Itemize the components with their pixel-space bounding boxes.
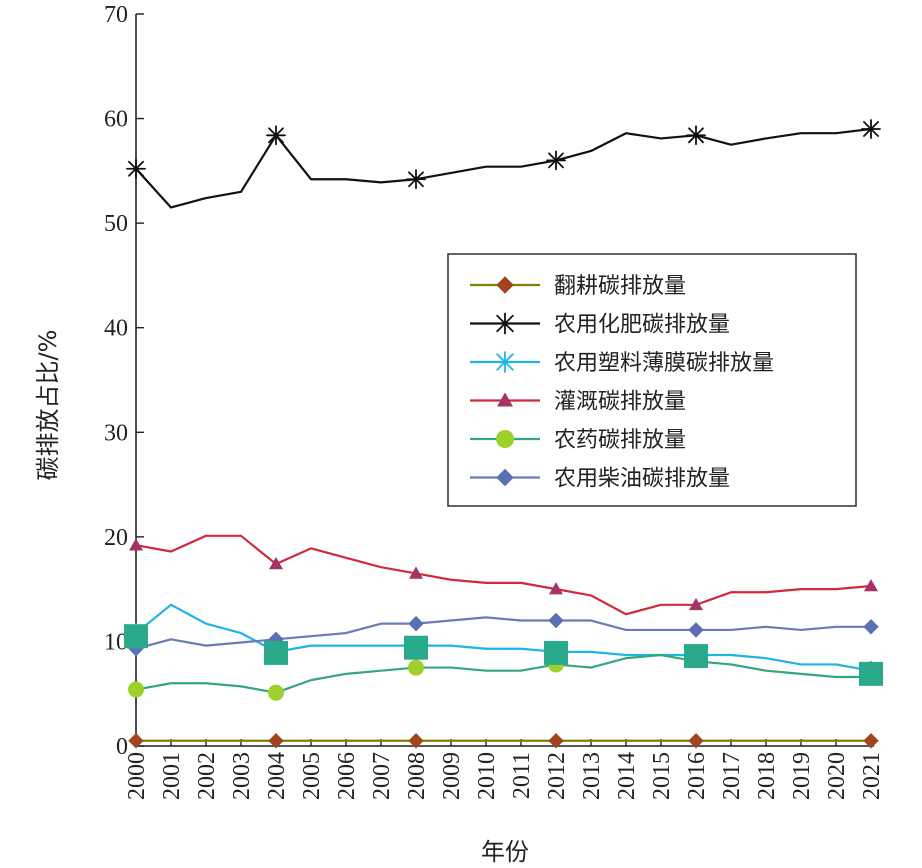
x-tick-label: 2013 — [579, 752, 605, 800]
x-ticks: 2000 2001 2002 2003 2004 2005 2006 2007 2008 2009… — [124, 739, 885, 800]
legend-item-1: 农用化肥碳排放量 — [470, 313, 730, 338]
legend-item-2: 农用塑料薄膜碳排放量 — [470, 351, 774, 376]
series-4-marker — [408, 659, 424, 676]
series-0-marker — [128, 733, 144, 749]
series-1-marker — [406, 169, 426, 190]
square-marker — [404, 635, 428, 660]
series-1-marker — [686, 125, 706, 146]
x-tick-label: 2006 — [334, 752, 360, 800]
series-0-marker — [688, 733, 704, 749]
y-tick-label: 0 — [116, 734, 128, 760]
series-3-marker — [549, 582, 563, 595]
series-1-marker — [266, 125, 286, 146]
legend-label: 农用柴油碳排放量 — [554, 467, 730, 492]
series-1-marker — [546, 150, 566, 171]
x-tick-label: 2007 — [369, 752, 395, 800]
legend-label: 农药碳排放量 — [554, 428, 686, 453]
y-axis-title: 碳排放占比/% — [34, 330, 62, 481]
square-marker — [684, 644, 708, 669]
series-4-marker — [128, 681, 144, 698]
series-1-marker — [126, 158, 146, 179]
series-4-marker — [268, 684, 284, 701]
x-tick-label: 2020 — [824, 752, 850, 800]
series-line-3 — [135, 534, 872, 616]
series-3-marker — [269, 557, 283, 570]
legend-swatch-marker — [496, 430, 514, 448]
legend: 翻耕碳排放量农用化肥碳排放量农用塑料薄膜碳排放量灌溉碳排放量农药碳排放量农用柴油… — [447, 253, 857, 507]
legend-item-5: 农用柴油碳排放量 — [470, 467, 730, 492]
legend-label: 翻耕碳排放量 — [554, 274, 686, 299]
x-tick-label: 2001 — [159, 752, 185, 800]
x-tick-label: 2011 — [509, 752, 535, 799]
series-5-marker — [408, 615, 424, 632]
y-tick-label: 20 — [104, 525, 128, 551]
legend-item-4: 农药碳排放量 — [470, 428, 686, 453]
x-tick-label: 2004 — [264, 752, 290, 800]
series-line-2 — [135, 603, 872, 672]
legend-swatch-marker — [494, 312, 516, 335]
x-tick-label: 2014 — [614, 752, 640, 800]
legend-box — [447, 253, 857, 507]
x-tick-label: 2005 — [299, 752, 325, 800]
series-0-marker — [863, 733, 879, 749]
square-marker — [124, 624, 148, 649]
x-tick-label: 2002 — [194, 752, 220, 800]
x-tick-label: 2015 — [649, 752, 675, 800]
legend-label: 农用化肥碳排放量 — [554, 313, 730, 338]
legend-item-0: 翻耕碳排放量 — [470, 274, 686, 299]
series-line-1 — [135, 127, 872, 209]
y-tick-label: 40 — [104, 316, 128, 342]
x-axis-title: 年份 — [481, 838, 529, 866]
legend-swatch-marker — [494, 351, 516, 373]
series-0-marker — [408, 733, 424, 749]
x-tick-label: 2012 — [544, 752, 570, 800]
x-tick-label: 2010 — [474, 752, 500, 800]
square-marker — [264, 640, 288, 665]
series-5-marker — [688, 622, 704, 638]
series-3-marker — [864, 579, 878, 592]
series-3-marker — [129, 538, 143, 551]
x-tick-label: 2017 — [719, 752, 745, 800]
y-tick-label: 30 — [104, 420, 128, 446]
series-5-marker — [863, 619, 879, 635]
y-tick-label: 50 — [104, 211, 128, 237]
series-0-marker — [548, 733, 564, 749]
square-marker — [544, 640, 568, 665]
x-tick-label: 2016 — [684, 752, 710, 800]
x-tick-label: 2000 — [124, 752, 150, 800]
y-tick-label: 70 — [104, 2, 128, 28]
legend-swatch-marker — [496, 276, 514, 294]
series-lines — [135, 127, 872, 742]
series-0-marker — [268, 733, 284, 749]
square-marker — [859, 661, 883, 686]
x-tick-label: 2009 — [439, 752, 465, 800]
x-tick-label: 2018 — [754, 752, 780, 800]
series-5-marker — [548, 612, 564, 629]
series-line-5 — [135, 616, 871, 650]
series-3-marker — [409, 566, 423, 579]
x-tick-label: 2003 — [229, 752, 255, 800]
x-tick-label: 2019 — [789, 752, 815, 800]
series-1-marker — [861, 119, 881, 139]
extra-square-markers — [124, 624, 883, 686]
legend-item-3: 灌溉碳排放量 — [470, 390, 686, 415]
legend-swatch-marker — [497, 392, 513, 407]
legend-swatch-marker — [496, 468, 514, 487]
legend-label: 农用塑料薄膜碳排放量 — [554, 351, 774, 376]
x-tick-label: 2008 — [404, 752, 430, 800]
series-line-4 — [135, 653, 871, 694]
series-3-marker — [689, 597, 703, 611]
legend-label: 灌溉碳排放量 — [554, 390, 686, 415]
y-tick-label: 60 — [104, 107, 128, 133]
x-tick-label: 2021 — [859, 752, 885, 800]
